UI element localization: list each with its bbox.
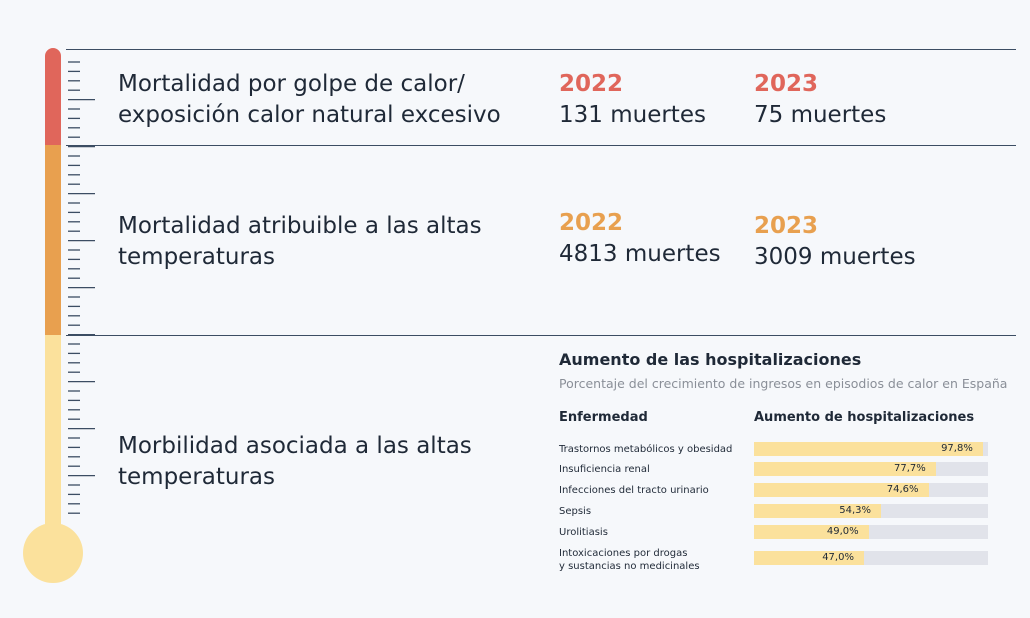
thermometer-orange-segment xyxy=(45,145,61,335)
separator-line-3 xyxy=(66,335,1016,336)
separator-line-2 xyxy=(66,145,1016,146)
thermometer-red-segment-base xyxy=(45,60,61,146)
stat-year: 2023 xyxy=(754,71,819,97)
chart-value-header: Aumento de hospitalizaciones xyxy=(754,410,975,425)
bar-track: 54,3% xyxy=(754,504,988,518)
stat-value: 3009 muertes xyxy=(754,244,916,270)
thermometer-ticks xyxy=(68,61,95,514)
bar-fill xyxy=(754,551,864,565)
bar-track: 77,7% xyxy=(754,462,988,476)
chart-subtitle: Porcentaje del crecimiento de ingresos e… xyxy=(559,376,1008,391)
row-title-high-temp-mortality: Mortalidad atribuible a las altas temper… xyxy=(118,213,482,270)
bar-category-label: Insuficiencia renal xyxy=(559,464,650,475)
bar-fill xyxy=(754,525,869,539)
bar-value-label: 97,8% xyxy=(941,443,973,454)
stat-high-temp-2022: 2022 4813 muertes xyxy=(559,208,721,270)
bar-value-label: 74,6% xyxy=(886,484,919,495)
stat-year: 2022 xyxy=(559,71,624,97)
chart-title: Aumento de las hospitalizaciones xyxy=(559,350,862,369)
stat-heatstroke-2022: 2022 131 muertes xyxy=(559,69,706,131)
bar-fill xyxy=(754,504,882,518)
stat-year: 2023 xyxy=(754,213,819,239)
bar-track: 49,0% xyxy=(754,525,988,539)
row-title-morbidity: Morbilidad asociada a las altas temperat… xyxy=(118,433,472,490)
bar-value-label: 49,0% xyxy=(826,526,859,537)
thermometer-bulb xyxy=(23,523,83,583)
bar-fill xyxy=(754,483,929,497)
bar-fill xyxy=(754,442,983,456)
separator-line-1 xyxy=(66,49,1016,50)
bar-track: 47,0% xyxy=(754,551,988,565)
chart-category-header: Enfermedad xyxy=(559,410,648,425)
bar-value-label: 47,0% xyxy=(822,552,854,563)
bar-track: 74,6% xyxy=(754,483,988,497)
bar-category-label: Intoxicaciones por drogas y sustancias n… xyxy=(559,548,700,572)
thermometer-graphic xyxy=(23,48,95,583)
bar-category-label: Urolitiasis xyxy=(559,527,608,538)
bar-value-label: 77,7% xyxy=(894,463,926,474)
bar-category-label: Trastornos metabólicos y obesidad xyxy=(559,444,733,455)
thermometer-yellow-segment xyxy=(45,335,61,545)
bar-category-label: Sepsis xyxy=(559,506,592,517)
stat-value: 4813 muertes xyxy=(559,241,721,267)
stat-value: 131 muertes xyxy=(559,102,706,128)
stat-heatstroke-2023: 2023 75 muertes xyxy=(754,69,886,131)
bar-value-label: 54,3% xyxy=(839,505,872,516)
bar-track: 97,8% xyxy=(754,442,988,456)
bar-category-label: Infecciones del tracto urinario xyxy=(559,485,709,496)
stat-year: 2022 xyxy=(559,210,624,236)
row-title-heatstroke-mortality: Mortalidad por golpe de calor/ exposició… xyxy=(118,71,501,128)
stat-high-temp-2023: 2023 3009 muertes xyxy=(754,211,916,273)
stat-value: 75 muertes xyxy=(754,102,887,128)
bar-fill xyxy=(754,462,936,476)
